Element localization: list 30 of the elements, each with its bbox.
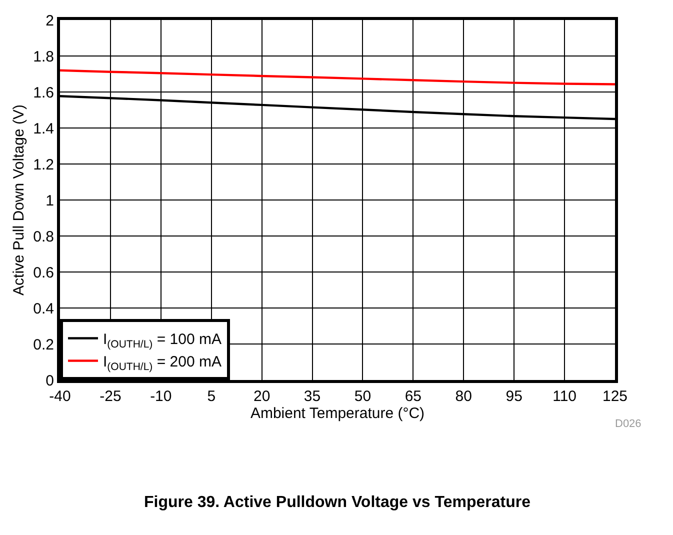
y-tick-label: 1.8	[33, 48, 54, 66]
x-tick-label: 35	[304, 388, 321, 405]
y-tick-label: 0.6	[33, 264, 54, 282]
text: D026	[615, 418, 642, 430]
y-tick-label: 1	[46, 192, 54, 210]
x-tick-label: 95	[506, 388, 522, 405]
y-tick-label: 1.2	[33, 156, 54, 174]
y-tick-label: 1.4	[33, 120, 54, 138]
y-tick-label: 0	[46, 372, 54, 390]
y-axis-title: Active Pull Down Voltage (V)	[10, 104, 28, 296]
x-tick-label: -40	[49, 388, 71, 405]
x-tick-label: 20	[253, 388, 270, 405]
y-tick-label: 0.4	[33, 300, 54, 318]
x-tick-label: 5	[207, 388, 216, 405]
x-axis-title: Ambient Temperature (°C)	[250, 405, 425, 422]
y-tick-label: 1.6	[33, 84, 54, 102]
y-tick-label: 0.8	[33, 228, 54, 246]
x-tick-label: 80	[455, 388, 472, 405]
legend-label: I$_{(OUTH/L)}$ = 200 mA	[103, 354, 222, 373]
x-tick-label: -25	[100, 388, 122, 405]
line-series	[60, 69, 615, 86]
text: Figure 39. Active Pulldown Voltage vs Temperature	[144, 494, 531, 511]
y-tick-label: 0.2	[33, 336, 54, 354]
legend-label: I$_{(OUTH/L)}$ = 100 mA	[103, 331, 222, 350]
y-tick-label: 2	[46, 12, 54, 30]
x-tick-label: 110	[552, 388, 577, 405]
x-tick-label: 50	[354, 388, 372, 405]
x-tick-label: -10	[150, 388, 172, 405]
x-tick-label: 65	[404, 388, 422, 405]
x-tick-label: 125	[602, 388, 628, 405]
